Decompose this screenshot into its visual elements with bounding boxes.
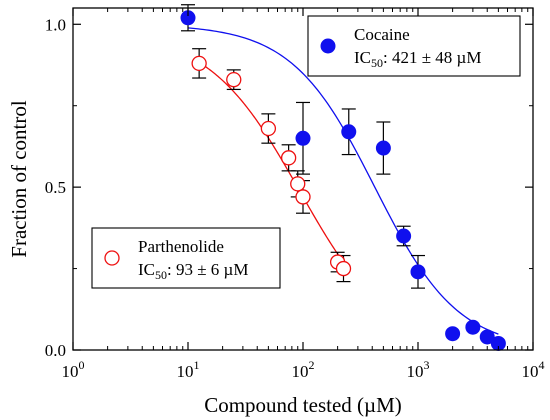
cocaine-legend-box (307, 15, 521, 77)
parthenolide-fit-curve (198, 61, 350, 270)
x-tick-label: 101 (177, 358, 200, 381)
axes (72, 7, 534, 351)
y-axis-title: Fraction of control (7, 100, 31, 258)
cocaine-point (465, 319, 481, 335)
parthenolide-point (226, 72, 242, 88)
parthenolide-legend: Parthenolide IC50: 93 ± 6 µM (91, 227, 281, 289)
cocaine-legend-marker (320, 38, 336, 54)
cocaine-point (295, 130, 311, 146)
y-tick-label: 0.5 (45, 178, 66, 197)
parthenolide-legend-ic50: IC50: 93 ± 6 µM (138, 260, 248, 282)
x-tick-label: 102 (292, 358, 315, 381)
cocaine-point (341, 124, 357, 140)
x-tick-label: 104 (522, 358, 545, 381)
parthenolide-point (295, 189, 311, 205)
cocaine-legend-ic50: IC50: 421 ± 48 µM (354, 48, 481, 70)
cocaine-legend-name: Cocaine (354, 25, 410, 44)
x-tick-labels: 100 101 102 103 104 (62, 358, 545, 381)
parthenolide-point (290, 176, 306, 192)
data-points (180, 10, 506, 351)
parthenolide-point (280, 150, 297, 166)
cocaine-legend: Cocaine IC50: 421 ± 48 µM (307, 15, 521, 77)
parthenolide-legend-marker (104, 250, 120, 266)
legends: Cocaine IC50: 421 ± 48 µM Parthenolide IC50… (91, 15, 521, 289)
parthenolide-point (260, 120, 277, 137)
x-axis-title: Compound tested (µM) (204, 393, 402, 417)
parthenolide-legend-box (91, 227, 281, 289)
cocaine-point (445, 326, 461, 342)
cocaine-point (396, 228, 412, 244)
parthenolide-point (335, 260, 352, 277)
parthenolide-legend-name: Parthenolide (138, 237, 224, 256)
cocaine-point (479, 329, 495, 345)
x-tick-label: 100 (62, 358, 85, 381)
cocaine-point (375, 140, 391, 156)
y-tick-labels: 0.0 0.5 1.0 (45, 15, 66, 360)
x-tick-label: 103 (407, 358, 430, 381)
parthenolide-point (191, 55, 207, 72)
y-tick-label: 1.0 (45, 15, 66, 34)
y-tick-label: 0.0 (45, 341, 66, 360)
cocaine-point (410, 264, 426, 280)
